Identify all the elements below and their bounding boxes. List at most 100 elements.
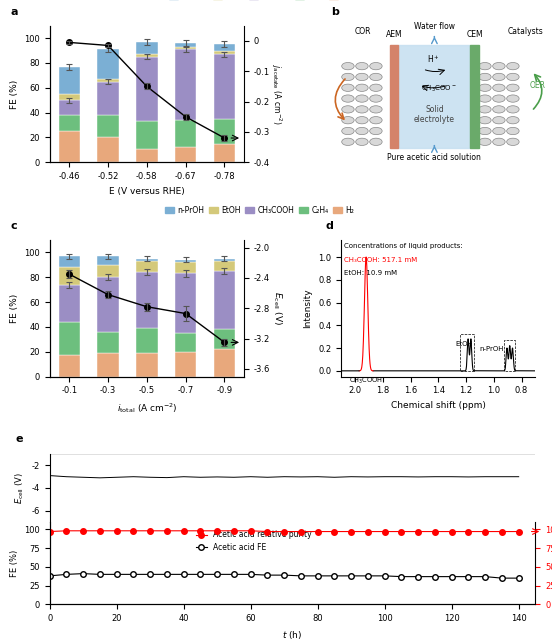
- Text: Pure acetic acid solution: Pure acetic acid solution: [388, 153, 481, 162]
- Acetic acid FE: [448, 573, 455, 581]
- Acetic acid relative purity: [381, 528, 388, 536]
- Y-axis label: $j_{\rm acetate}$ (A cm$^{-2}$): $j_{\rm acetate}$ (A cm$^{-2}$): [269, 64, 284, 124]
- Circle shape: [355, 116, 368, 124]
- Circle shape: [342, 116, 354, 124]
- Bar: [214, 258, 235, 261]
- Acetic acid FE: [80, 570, 87, 577]
- Bar: [460, 334, 474, 371]
- Circle shape: [370, 84, 382, 91]
- Acetic acid relative purity: [516, 528, 522, 536]
- Bar: [470, 45, 479, 147]
- Text: Solid
electrolyte: Solid electrolyte: [414, 105, 455, 125]
- Circle shape: [479, 73, 491, 80]
- Circle shape: [479, 127, 491, 134]
- Bar: [59, 322, 80, 356]
- Bar: [97, 115, 119, 138]
- Circle shape: [370, 116, 382, 124]
- Circle shape: [355, 127, 368, 134]
- Bar: [136, 149, 157, 162]
- Bar: [97, 256, 119, 265]
- Acetic acid relative purity: [432, 528, 438, 536]
- Acetic acid FE: [46, 572, 53, 580]
- Acetic acid relative purity: [264, 528, 270, 536]
- Text: CEM: CEM: [466, 30, 483, 39]
- Bar: [136, 272, 157, 328]
- Acetic acid relative purity: [113, 527, 120, 534]
- Bar: [59, 285, 80, 322]
- Acetic acid relative purity: [315, 528, 321, 536]
- Bar: [214, 261, 235, 271]
- Circle shape: [370, 62, 382, 70]
- Bar: [97, 79, 119, 82]
- Circle shape: [479, 138, 491, 145]
- Circle shape: [507, 84, 519, 91]
- Circle shape: [370, 138, 382, 145]
- Bar: [136, 122, 157, 149]
- Bar: [136, 261, 157, 272]
- Acetic acid FE: [63, 570, 70, 578]
- Circle shape: [493, 95, 505, 102]
- Text: e: e: [15, 434, 23, 444]
- Acetic acid FE: [315, 572, 321, 580]
- Acetic acid relative purity: [231, 527, 237, 534]
- Circle shape: [355, 95, 368, 102]
- Circle shape: [493, 105, 505, 113]
- Bar: [214, 143, 235, 162]
- Circle shape: [493, 73, 505, 80]
- Acetic acid relative purity: [398, 528, 405, 536]
- Y-axis label: FE (%): FE (%): [9, 79, 19, 109]
- Circle shape: [507, 138, 519, 145]
- Text: EtOH: 10.9 mM: EtOH: 10.9 mM: [344, 270, 397, 276]
- Acetic acid FE: [163, 570, 170, 578]
- Acetic acid relative purity: [80, 527, 87, 534]
- Acetic acid FE: [498, 574, 505, 582]
- Text: CH₃COOH: 517.1 mM: CH₃COOH: 517.1 mM: [344, 257, 417, 262]
- Acetic acid FE: [281, 571, 288, 579]
- Acetic acid relative purity: [331, 528, 338, 536]
- Acetic acid FE: [298, 572, 304, 580]
- Bar: [59, 267, 80, 285]
- Text: d: d: [326, 221, 333, 231]
- Circle shape: [370, 95, 382, 102]
- Circle shape: [370, 105, 382, 113]
- Acetic acid FE: [465, 573, 472, 581]
- Bar: [214, 329, 235, 349]
- Acetic acid FE: [181, 570, 187, 578]
- Circle shape: [507, 62, 519, 70]
- Text: Catalysts: Catalysts: [508, 27, 544, 36]
- Circle shape: [370, 127, 382, 134]
- Bar: [59, 356, 80, 377]
- Text: OER: OER: [529, 81, 545, 90]
- Bar: [175, 262, 197, 273]
- Circle shape: [355, 138, 368, 145]
- Bar: [97, 277, 119, 332]
- Acetic acid FE: [516, 574, 522, 582]
- Line: Acetic acid relative purity: Acetic acid relative purity: [47, 528, 522, 534]
- X-axis label: Chemical shift (ppm): Chemical shift (ppm): [391, 401, 486, 410]
- Circle shape: [507, 105, 519, 113]
- Bar: [136, 328, 157, 353]
- Text: Concentrations of liquid products:: Concentrations of liquid products:: [344, 243, 463, 249]
- Text: c: c: [11, 221, 18, 231]
- Y-axis label: Intensity: Intensity: [304, 289, 312, 328]
- Circle shape: [507, 127, 519, 134]
- Acetic acid relative purity: [365, 528, 371, 536]
- Circle shape: [355, 73, 368, 80]
- Bar: [214, 54, 235, 119]
- Circle shape: [507, 73, 519, 80]
- Bar: [503, 340, 516, 371]
- Bar: [175, 260, 197, 262]
- Acetic acid FE: [113, 570, 120, 578]
- Acetic acid relative purity: [298, 528, 304, 536]
- Bar: [214, 51, 235, 54]
- Bar: [175, 120, 197, 147]
- Acetic acid relative purity: [147, 527, 153, 534]
- Acetic acid FE: [231, 570, 237, 578]
- Acetic acid relative purity: [197, 527, 204, 534]
- Legend: n-PrOH, EtOH, Acetate, C₂H₄, H₂: n-PrOH, EtOH, Acetate, C₂H₄, H₂: [166, 0, 353, 4]
- Circle shape: [342, 105, 354, 113]
- Text: CH$_3$COO$^-$: CH$_3$COO$^-$: [421, 84, 457, 94]
- Text: EtOH: EtOH: [456, 341, 474, 347]
- Circle shape: [342, 138, 354, 145]
- Circle shape: [342, 127, 354, 134]
